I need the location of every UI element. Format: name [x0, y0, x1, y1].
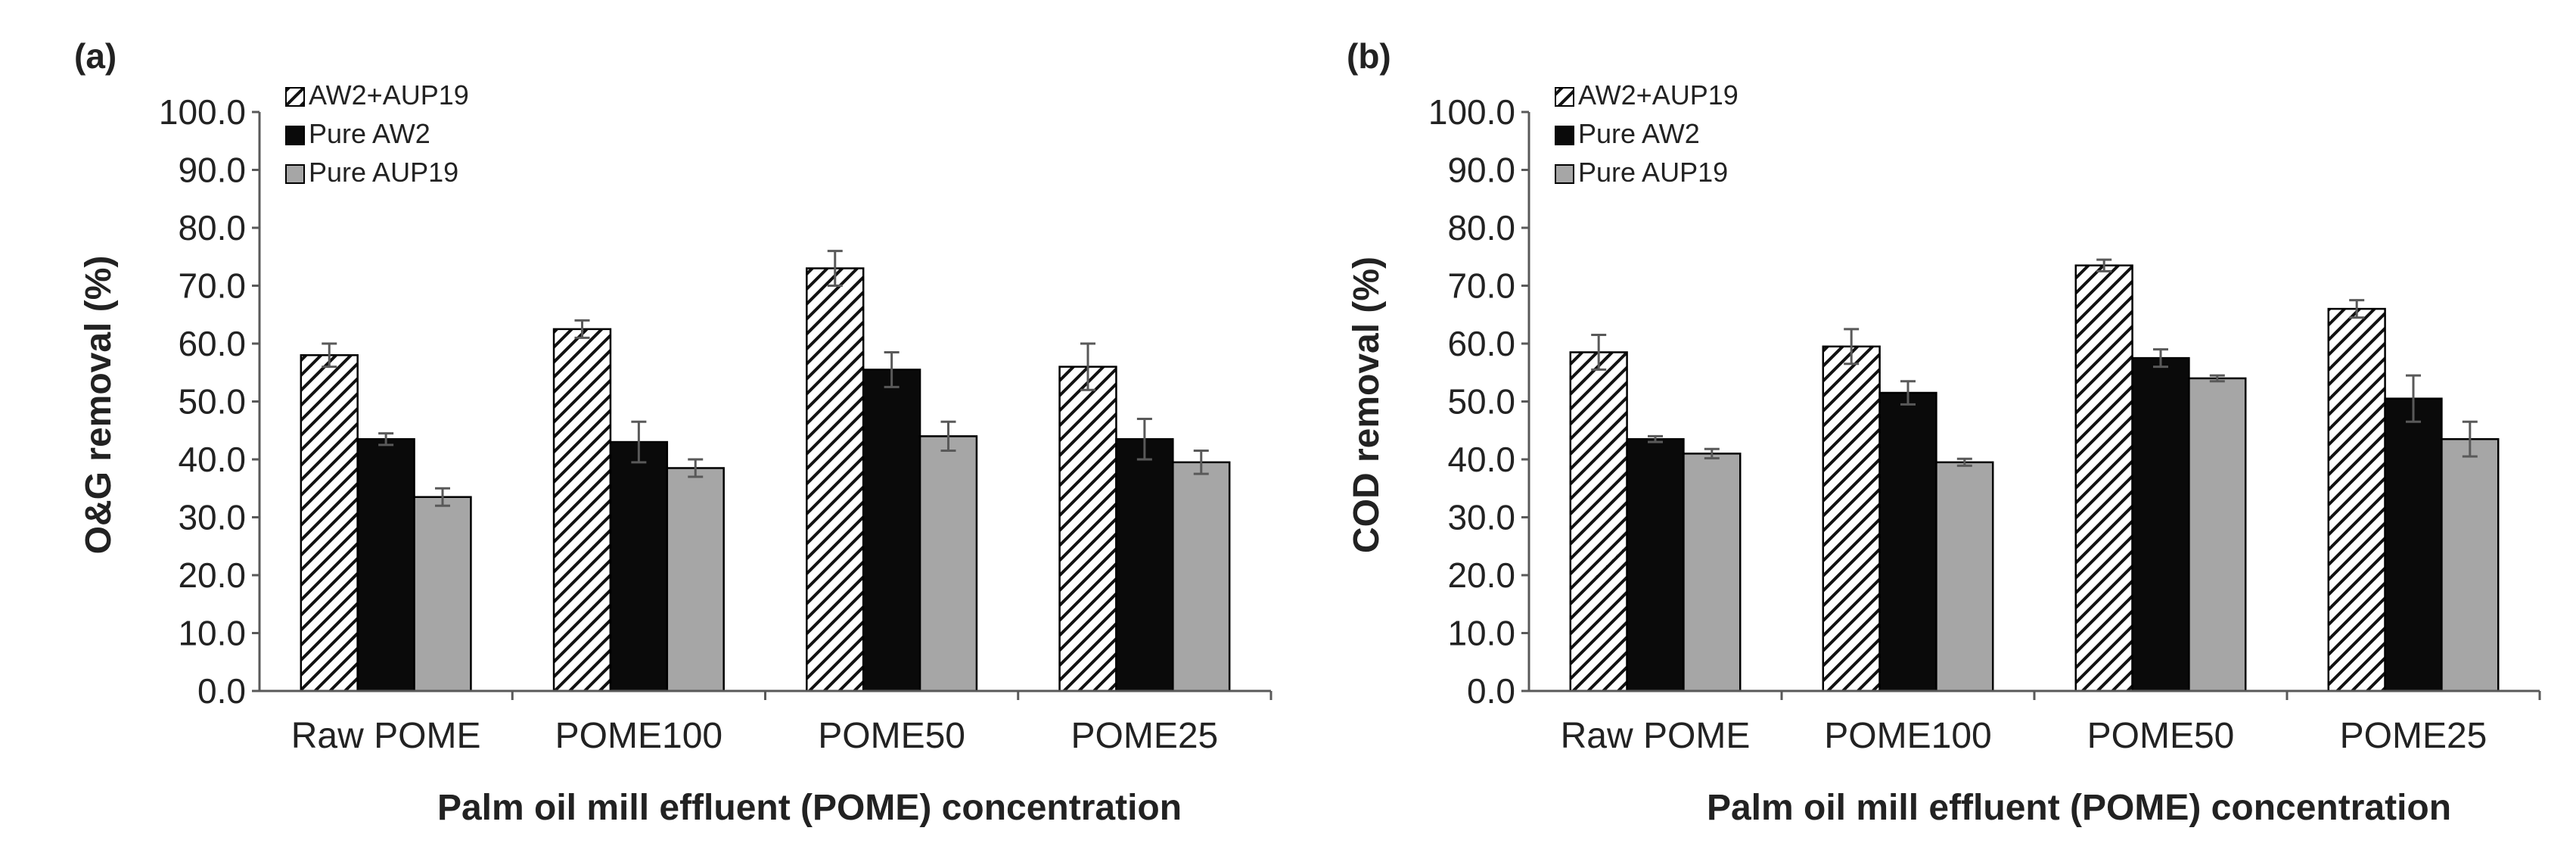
y-tick-label: 80.0 [1447, 208, 1515, 247]
bar [1878, 391, 1937, 692]
y-tick-label: 50.0 [1447, 382, 1515, 422]
y-tick-label: 30.0 [178, 498, 246, 537]
panel-label: (a) [74, 36, 117, 76]
category-label: POME100 [555, 716, 722, 756]
category-label: POME50 [2087, 716, 2235, 756]
bar [2131, 356, 2190, 692]
bars [1569, 258, 2500, 692]
legend-swatch [1555, 164, 1574, 184]
category-label: POME100 [1824, 716, 1991, 756]
category-label: POME50 [818, 716, 965, 756]
bar [2327, 307, 2386, 692]
bar [356, 437, 415, 692]
y-tick-label: 0.0 [197, 671, 246, 711]
bar [2441, 437, 2500, 692]
bar [918, 435, 978, 692]
legend-swatch [1555, 87, 1574, 107]
legend-label: AW2+AUP19 [309, 79, 469, 110]
legend-swatch [1555, 126, 1574, 145]
bar [1172, 461, 1231, 692]
y-tick-labels: 0.0 10.0 20.0 30.0 40.0 50.0 60.0 70.0 80.0 90.0 1… [1428, 92, 1515, 711]
category-labels: Raw POME POME100 POME50 POME25 [1561, 716, 2487, 756]
category-label: Raw POME [1561, 716, 1751, 756]
legend-label: Pure AUP19 [1578, 157, 1728, 188]
bar [2074, 264, 2133, 692]
axes [1521, 110, 2541, 700]
y-tick-label: 100.0 [159, 92, 246, 132]
bar [862, 369, 921, 692]
y-tick-label: 50.0 [178, 382, 246, 422]
bar [1115, 437, 1174, 692]
bar [413, 496, 472, 692]
x-axis-title: Palm oil mill effluent (POME) concentrat… [1707, 788, 2451, 828]
legend-swatch [285, 87, 305, 107]
bar [1683, 453, 1742, 692]
y-tick-label: 10.0 [1447, 614, 1515, 653]
legend-label: Pure AW2 [309, 118, 430, 149]
bar [1935, 461, 1994, 692]
y-tick-label: 60.0 [178, 324, 246, 363]
y-tick-labels: 0.0 10.0 20.0 30.0 40.0 50.0 60.0 70.0 80.0 90.0 1… [159, 92, 246, 711]
y-tick-label: 10.0 [178, 614, 246, 653]
y-tick-label: 40.0 [178, 440, 246, 479]
y-tick-label: 90.0 [1447, 151, 1515, 190]
y-tick-label: 20.0 [178, 555, 246, 595]
category-labels: Raw POME POME100 POME50 POME25 [291, 716, 1218, 756]
legend-label: Pure AW2 [1578, 118, 1700, 149]
panel-a: (a) O&G removal (%) Palm oil mill efflue… [74, 36, 1272, 828]
category-label: Raw POME [291, 716, 481, 756]
category-label: POME25 [2340, 716, 2487, 756]
y-tick-label: 70.0 [1447, 266, 1515, 306]
bar [552, 328, 612, 692]
y-tick-label: 90.0 [178, 151, 246, 190]
bar [1822, 345, 1881, 692]
axes [252, 110, 1272, 700]
y-axis-title: COD removal (%) [1347, 257, 1387, 553]
panel-label: (b) [1347, 36, 1391, 76]
bar [666, 467, 725, 692]
y-tick-label: 100.0 [1428, 92, 1515, 132]
y-tick-label: 30.0 [1447, 498, 1515, 537]
legend-label: AW2+AUP19 [1578, 79, 1739, 110]
bars [300, 250, 1231, 692]
legend: AW2+AUP19 Pure AW2 Pure AUP19 [285, 79, 469, 188]
bar [1626, 437, 1685, 692]
x-axis-title: Palm oil mill effluent (POME) concentrat… [437, 788, 1182, 828]
bar [1569, 351, 1628, 692]
bar [609, 440, 669, 692]
bar [2188, 377, 2247, 692]
y-tick-label: 60.0 [1447, 324, 1515, 363]
legend-swatch [285, 126, 305, 145]
bar [1058, 366, 1117, 692]
y-tick-label: 20.0 [1447, 555, 1515, 595]
bar [300, 354, 359, 692]
category-label: POME25 [1071, 716, 1219, 756]
legend-label: Pure AUP19 [309, 157, 458, 188]
y-tick-label: 0.0 [1467, 671, 1515, 711]
y-tick-label: 70.0 [178, 266, 246, 306]
legend: AW2+AUP19 Pure AW2 Pure AUP19 [1555, 79, 1739, 188]
y-tick-label: 40.0 [1447, 440, 1515, 479]
y-axis-title: O&G removal (%) [79, 256, 119, 555]
panel-b: (b) COD removal (%) Palm oil mill efflue… [1347, 36, 2541, 828]
y-tick-label: 80.0 [178, 208, 246, 247]
bar [806, 267, 865, 692]
legend-swatch [285, 164, 305, 184]
bar [2384, 397, 2443, 692]
